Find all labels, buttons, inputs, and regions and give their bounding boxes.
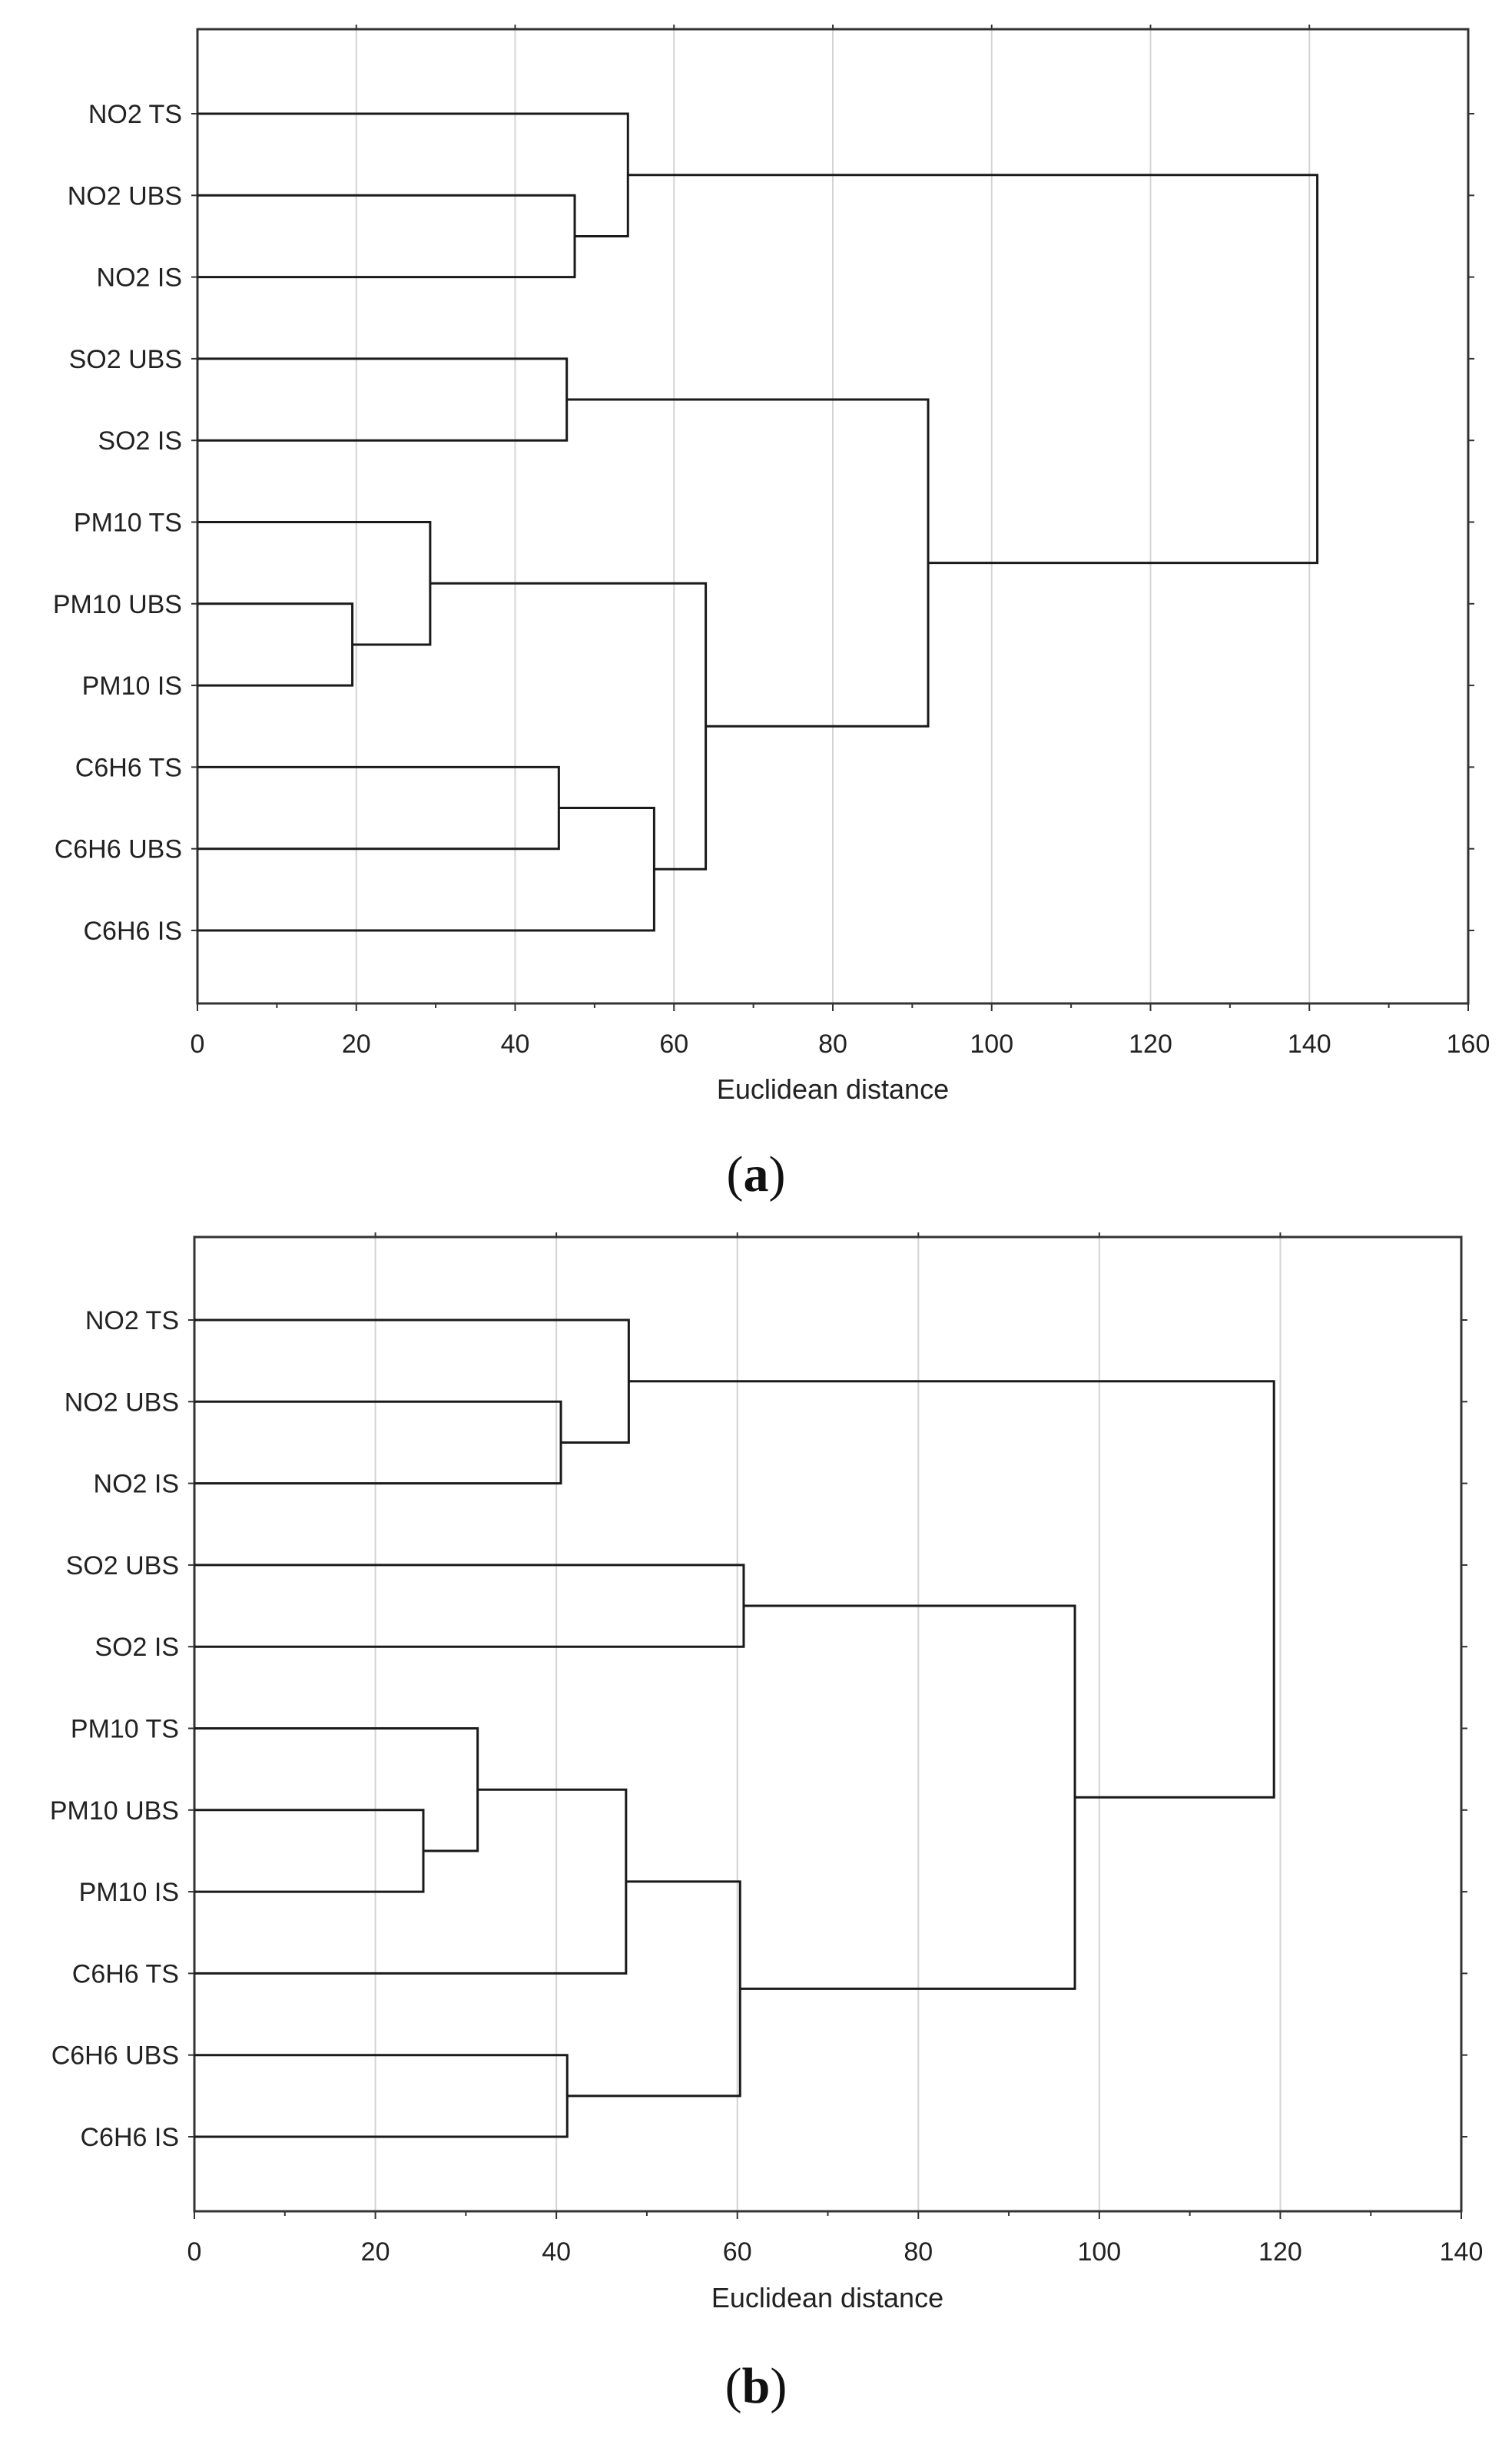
panel-b-leaf-label: PM10 TS xyxy=(71,1715,179,1744)
panel-a-x-tick-label: 80 xyxy=(818,1030,847,1059)
panel-b-leaf-label: PM10 UBS xyxy=(50,1796,179,1826)
panel-a-x-tick-label: 100 xyxy=(970,1030,1013,1059)
panel-a-caption-letter: a xyxy=(744,1146,769,1202)
panel-a-caption: (a) xyxy=(727,1146,786,1202)
panel-a-leaf-label: NO2 IS xyxy=(97,264,182,293)
panel-b-link-9 xyxy=(628,1380,1275,1799)
panel-b-caption: (b) xyxy=(725,2358,788,2414)
panel-a-x-tick-label: 120 xyxy=(1129,1030,1172,1059)
panel-b-leaf-labels: NO2 TS NO2 UBS NO2 IS SO2 UBS SO2 IS PM10 TS P… xyxy=(50,1306,179,2152)
panel-a-x-tick-label: 20 xyxy=(342,1030,371,1059)
panel-b-leaf-label: NO2 IS xyxy=(94,1470,179,1499)
panel-b-x-axis-title: Euclidean distance xyxy=(711,2282,943,2313)
panel-b-leaf-label: NO2 TS xyxy=(85,1306,179,1335)
panel-a-leaf-label: NO2 TS xyxy=(88,100,182,129)
panel-a-link-4 xyxy=(197,194,576,279)
panel-a-leaf-label: SO2 UBS xyxy=(69,345,182,374)
panel-b-ticks xyxy=(188,1232,1467,2219)
panel-b-x-tick-label: 140 xyxy=(1440,2237,1484,2267)
panel-a-grid xyxy=(355,29,1311,1003)
panel-b-x-tick-label: 80 xyxy=(904,2237,933,2267)
panel-b-plot-frame xyxy=(193,1235,1463,2213)
panel-b-link-5 xyxy=(194,1318,630,1444)
panel-b-link-0 xyxy=(194,1809,425,1893)
panel-a-link-2 xyxy=(197,765,560,851)
panel-a-link-6 xyxy=(197,807,655,932)
panel-b-x-tick-label: 100 xyxy=(1077,2237,1121,2267)
panel-b-link-8 xyxy=(740,1604,1076,1990)
panel-b-x-tick-label: 0 xyxy=(187,2237,202,2267)
panel-b-x-tick-label: 40 xyxy=(542,2237,571,2267)
panel-a: NO2 TS NO2 UBS NO2 IS SO2 UBS SO2 IS PM10 TS P… xyxy=(53,25,1490,1202)
panel-b-link-7 xyxy=(194,1564,745,1648)
panel-b-link-2 xyxy=(194,1400,562,1485)
panel-b-link-4 xyxy=(194,1788,628,1975)
panel-a-leaf-label: SO2 IS xyxy=(98,426,182,456)
panel-a-link-7 xyxy=(429,582,708,871)
panel-b-grid xyxy=(374,1237,1282,2211)
panel-b-dendrogram xyxy=(194,1318,1275,2138)
panel-a-leaf-label: PM10 IS xyxy=(82,672,182,701)
panel-a-link-5 xyxy=(197,112,629,237)
panel-a-leaf-label: PM10 UBS xyxy=(53,590,182,619)
panel-b-leaf-label: NO2 UBS xyxy=(65,1388,179,1417)
panel-a-link-9 xyxy=(628,174,1319,565)
panel-a-ticks xyxy=(191,25,1474,1011)
panel-b-x-tick-label: 20 xyxy=(361,2237,390,2267)
panel-a-link-3 xyxy=(197,357,569,442)
panel-b-leaf-label: C6H6 TS xyxy=(72,1959,179,1988)
panel-b-x-tick-label: 120 xyxy=(1258,2237,1302,2267)
panel-b-leaf-label: SO2 UBS xyxy=(66,1551,179,1580)
panel-a-leaf-labels: NO2 TS NO2 UBS NO2 IS SO2 UBS SO2 IS PM10 TS P… xyxy=(53,100,182,946)
panel-a-link-1 xyxy=(197,521,432,646)
panel-a-leaf-label: C6H6 UBS xyxy=(55,835,182,864)
panel-b-x-tick-labels: 0 20 40 60 80 100 120 140 xyxy=(187,2237,1484,2267)
panel-a-leaf-label: NO2 UBS xyxy=(68,181,182,211)
panel-a-dendrogram xyxy=(197,112,1319,932)
panel-a-link-0 xyxy=(197,602,354,687)
panel-b: NO2 TS NO2 UBS NO2 IS SO2 UBS SO2 IS PM10 TS P… xyxy=(50,1232,1484,2414)
panel-b-leaf-label: SO2 IS xyxy=(94,1633,179,1662)
panel-a-x-tick-label: 60 xyxy=(659,1030,688,1059)
panel-b-link-1 xyxy=(194,1727,479,1852)
panel-b-link-3 xyxy=(194,2054,569,2138)
panel-a-x-tick-label: 40 xyxy=(501,1030,530,1059)
panel-b-caption-letter: b xyxy=(742,2358,771,2414)
panel-a-link-8 xyxy=(566,398,930,728)
panel-b-leaf-label: PM10 IS xyxy=(79,1878,179,1907)
panel-a-x-axis-title: Euclidean distance xyxy=(717,1073,949,1105)
panel-a-x-tick-label: 140 xyxy=(1288,1030,1331,1059)
panel-a-leaf-label: C6H6 TS xyxy=(75,753,182,782)
panel-a-x-tick-label: 160 xyxy=(1447,1030,1490,1059)
panel-a-leaf-label: PM10 TS xyxy=(74,509,182,538)
panel-b-x-tick-label: 60 xyxy=(723,2237,752,2267)
panel-b-leaf-label: C6H6 UBS xyxy=(51,2041,179,2071)
panel-a-x-tick-label: 0 xyxy=(191,1030,205,1059)
panel-a-leaf-label: C6H6 IS xyxy=(84,917,183,946)
panel-b-leaf-label: C6H6 IS xyxy=(81,2123,180,2152)
panel-a-x-tick-labels: 0 20 40 60 80 100 120 140 160 xyxy=(191,1030,1490,1059)
panel-b-link-6 xyxy=(567,1880,741,2098)
